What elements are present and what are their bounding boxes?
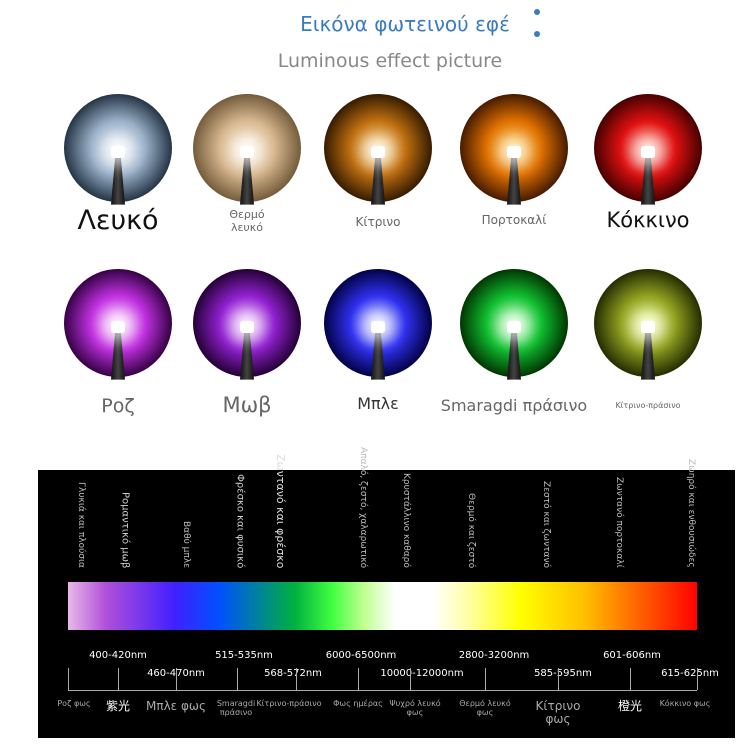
title: Εικόνα φωτεινού εφέ [300,12,510,36]
led-label: Smaragdi πράσινο [440,396,588,415]
spectrum-name: Ροζ φως [57,699,91,708]
led-image [460,269,568,377]
spectrum-bar [68,582,697,630]
tick [485,668,486,690]
spectrum-name: Ψυχρό λευκό φως [389,699,441,717]
led-image [193,269,301,377]
spectrum-description: Ζωντανό και φρέσκο [274,453,288,568]
spectrum-description: Ζωηρό και ενθουσιώδες [685,459,696,568]
wavelength: 601-606nm [603,650,661,661]
spectrum-description: Ζεστό και ζωντανό [540,480,551,568]
spectrum-name: 紫光 [105,699,130,713]
spectrum-name: Φως ημέρας [333,699,383,708]
led-label: Πορτοκαλί [481,213,547,227]
spectrum-description: Ρομαντικό μωβ [119,491,131,568]
tick [410,668,411,690]
wavelength: 585-595nm [534,668,592,679]
spectrum-description: Φρέσκο και φυσικό [234,473,246,568]
spectrum-name: Smaragdi πράσινο [216,699,256,717]
led-image [594,269,702,377]
wavelength: 6000-6500nm [325,650,397,661]
tick [358,668,359,690]
led-label: Κόκκινο [606,208,690,232]
tick [176,668,177,690]
led-label: Μωβ [222,393,272,417]
led-image [594,94,702,202]
spectrum-name: Μπλε φως [146,699,206,713]
tick [68,668,69,690]
led-image [64,94,172,202]
tick [697,668,698,690]
spectrum-name: 橙光 [617,699,642,713]
tick [558,668,559,690]
led-label: Ροζ [101,395,135,417]
spectrum-description: Απαλό, ζεστό, χαλαρωτικό [357,446,368,568]
subtitle: Luminous effect picture [277,50,503,72]
dot [534,31,540,37]
spectrum-name: Κόκκινο φως [659,699,711,708]
led-image [324,269,432,377]
spectrum-description: Γλυκιά και πλούσια [75,482,86,568]
wavelength: 400-420nm [89,650,147,661]
led-image [64,269,172,377]
wavelength: 568-572nm [264,668,322,679]
led-image [193,94,301,202]
spectrum-name: Κίτρινο-πράσινο [256,699,322,708]
led-label: Θερμό λευκό [229,208,265,235]
wavelength: 515-535nm [215,650,273,661]
spectrum-description: Θερμό και ζεστό [465,492,476,568]
led-label: Κίτρινο [355,215,401,229]
axis [68,690,697,691]
led-label: Κίτρινο-πράσινο [615,401,681,410]
wavelength: 2800-3200nm [458,650,530,661]
led-image [324,94,432,202]
tick [237,668,238,690]
dot [534,9,540,15]
led-label: Μπλε [357,394,399,413]
spectrum-description: Κρυστάλλινο καθαρό [400,473,411,568]
wavelength: 615-625nm [661,668,719,679]
led-label: Λευκό [77,205,159,236]
wavelength: 10000-12000nm [380,668,464,679]
spectrum-description: Βαθύ μπλε [180,520,191,568]
led-image [460,94,568,202]
tick [296,668,297,690]
spectrum-description: Ζωντανό πορτοκαλί [613,477,624,568]
tick [118,668,119,690]
tick [630,668,631,690]
spectrum-name: Κίτρινο φως [535,699,581,727]
spectrum-name: Θερμό λευκό φως [459,699,511,717]
